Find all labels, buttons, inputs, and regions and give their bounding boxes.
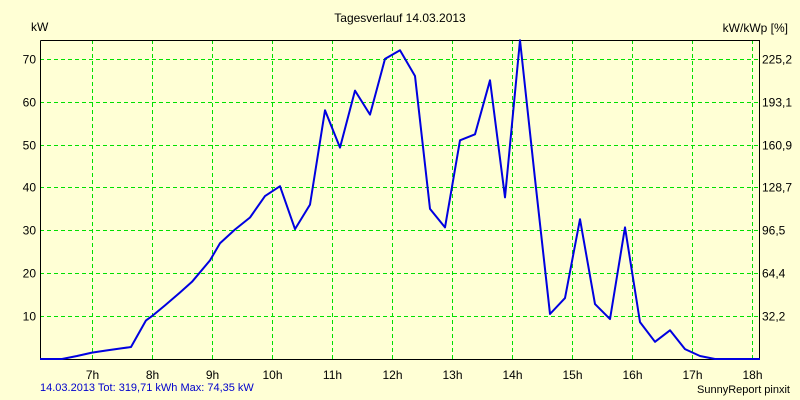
credit-footer: SunnyReport pinxit (697, 384, 790, 396)
x-tick-label: 14h (502, 368, 522, 382)
y-tick-label-left: 20 (23, 267, 37, 281)
x-tick-label: 9h (206, 368, 219, 382)
y-tick-label-right: 32,2 (762, 310, 786, 324)
y-tick-label-right: 96,5 (762, 224, 786, 238)
y-axis-left-label: kW (31, 20, 49, 34)
x-tick-label: 8h (146, 368, 159, 382)
y-axis-right-label: kW/kWp [%] (722, 21, 788, 35)
x-tick-label: 16h (622, 368, 642, 382)
y-tick-label-right: 64,4 (762, 267, 786, 281)
y-tick-label-left: 70 (23, 53, 37, 67)
y-tick-label-left: 50 (23, 139, 37, 153)
summary-footer: 14.03.2013 Tot: 319,71 kWh Max: 74,35 kW (40, 382, 254, 394)
x-tick-label: 17h (682, 368, 702, 382)
x-tick-label: 15h (562, 368, 582, 382)
y-tick-label-right: 160,9 (762, 139, 792, 153)
x-tick-label: 12h (382, 368, 402, 382)
x-tick-label: 7h (86, 368, 99, 382)
chart-title: Tagesverlauf 14.03.2013 (334, 11, 466, 25)
x-tick-label: 13h (442, 368, 462, 382)
y-tick-label-right: 193,1 (762, 96, 792, 110)
x-tick-label: 11h (323, 368, 342, 382)
x-tick-label: 10h (262, 368, 282, 382)
y-tick-label-right: 225,2 (762, 53, 792, 67)
plot-frame (40, 40, 760, 360)
y-tick-label-left: 60 (23, 96, 37, 110)
y-tick-label-left: 30 (23, 224, 37, 238)
y-tick-label-left: 40 (23, 181, 37, 195)
x-tick-label: 18h (742, 368, 762, 382)
y-tick-label-left: 10 (23, 310, 37, 324)
power-series-line (40, 39, 760, 360)
y-tick-label-right: 128,7 (762, 181, 792, 195)
